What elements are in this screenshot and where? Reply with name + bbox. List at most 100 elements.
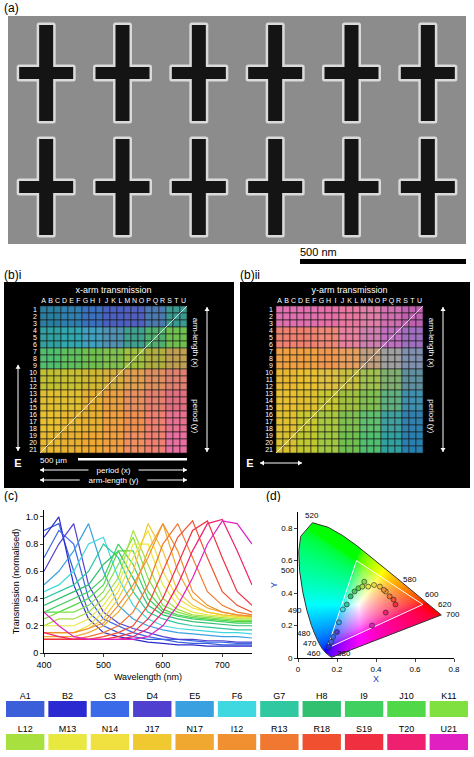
svg-text:C3: C3 — [104, 691, 116, 701]
svg-text:20: 20 — [265, 439, 273, 446]
svg-text:7: 7 — [269, 348, 273, 355]
svg-text:0.6: 0.6 — [409, 665, 421, 674]
svg-text:M: M — [125, 297, 131, 304]
svg-text:17: 17 — [29, 418, 37, 425]
svg-text:L: L — [355, 297, 359, 304]
svg-text:C: C — [291, 297, 296, 304]
svg-text:D: D — [62, 297, 67, 304]
svg-text:U21: U21 — [441, 724, 458, 734]
svg-text:1: 1 — [33, 306, 37, 313]
svg-text:R13: R13 — [271, 724, 288, 734]
svg-text:R18: R18 — [313, 724, 330, 734]
svg-text:N17: N17 — [186, 724, 203, 734]
svg-text:H8: H8 — [316, 691, 328, 701]
svg-text:13: 13 — [265, 390, 273, 397]
svg-text:5: 5 — [33, 334, 37, 341]
svg-text:8: 8 — [269, 355, 273, 362]
svg-text:7: 7 — [33, 348, 37, 355]
svg-text:8: 8 — [33, 355, 37, 362]
svg-text:B2: B2 — [62, 691, 73, 701]
svg-text:520: 520 — [305, 511, 319, 520]
svg-text:0.6: 0.6 — [26, 566, 39, 576]
svg-text:Transmission (normalised): Transmission (normalised) — [11, 529, 21, 635]
svg-text:D: D — [298, 297, 303, 304]
svg-text:11: 11 — [30, 376, 37, 383]
svg-text:0: 0 — [288, 654, 293, 663]
svg-text:0.4: 0.4 — [281, 589, 293, 598]
svg-text:R: R — [396, 297, 401, 304]
svg-text:S19: S19 — [356, 724, 372, 734]
svg-text:700: 700 — [215, 660, 230, 670]
svg-text:14: 14 — [265, 397, 273, 404]
svg-text:0.2: 0.2 — [26, 621, 39, 631]
svg-text:S: S — [403, 297, 408, 304]
svg-text:10: 10 — [29, 369, 37, 376]
svg-text:M: M — [361, 297, 367, 304]
svg-text:(c): (c) — [4, 489, 18, 502]
svg-text:arm-length (x): arm-length (x) — [427, 318, 436, 368]
svg-text:1.0: 1.0 — [26, 512, 39, 522]
svg-text:N: N — [368, 297, 373, 304]
svg-text:400: 400 — [36, 660, 51, 670]
svg-text:J: J — [341, 297, 345, 304]
svg-text:P: P — [146, 297, 151, 304]
svg-text:K: K — [347, 297, 352, 304]
svg-text:F: F — [312, 297, 316, 304]
svg-text:G: G — [319, 297, 324, 304]
svg-text:period (y): period (y) — [427, 399, 436, 433]
svg-text:U: U — [417, 297, 422, 304]
svg-text:5: 5 — [269, 334, 273, 341]
svg-text:x-arm transmission: x-arm transmission — [75, 285, 151, 295]
svg-text:500 µm: 500 µm — [40, 456, 67, 465]
svg-text:580: 580 — [403, 575, 417, 584]
svg-text:D4: D4 — [147, 691, 159, 701]
svg-text:0.2: 0.2 — [281, 621, 293, 630]
svg-text:Q: Q — [389, 297, 395, 305]
svg-text:19: 19 — [29, 432, 37, 439]
svg-text:0.2: 0.2 — [331, 665, 343, 674]
svg-text:U: U — [181, 297, 186, 304]
svg-text:17: 17 — [265, 418, 273, 425]
svg-text:Wavelength (nm): Wavelength (nm) — [114, 672, 182, 682]
svg-text:T: T — [410, 297, 415, 304]
svg-text:G7: G7 — [273, 691, 285, 701]
svg-text:380: 380 — [337, 649, 351, 658]
svg-text:500: 500 — [281, 566, 295, 575]
svg-text:F6: F6 — [232, 691, 243, 701]
svg-text:0.8: 0.8 — [281, 524, 293, 533]
svg-text:F: F — [76, 297, 80, 304]
svg-text:A: A — [277, 297, 282, 304]
svg-text:620: 620 — [438, 600, 452, 609]
svg-text:K11: K11 — [441, 691, 456, 701]
svg-text:I: I — [99, 297, 101, 304]
svg-text:0.4: 0.4 — [370, 665, 382, 674]
svg-text:15: 15 — [265, 404, 273, 411]
svg-text:H: H — [326, 297, 331, 304]
svg-text:B: B — [48, 297, 53, 304]
svg-text:(b)ii: (b)ii — [240, 268, 260, 282]
svg-text:11: 11 — [266, 376, 273, 383]
svg-text:600: 600 — [425, 590, 439, 599]
svg-text:B: B — [284, 297, 289, 304]
svg-text:16: 16 — [29, 411, 37, 418]
svg-text:4: 4 — [269, 327, 273, 334]
svg-text:0.4: 0.4 — [26, 594, 39, 604]
svg-text:P: P — [382, 297, 387, 304]
svg-text:M13: M13 — [59, 724, 77, 734]
svg-text:20: 20 — [29, 439, 37, 446]
svg-text:I: I — [335, 297, 337, 304]
svg-text:Q: Q — [153, 297, 159, 305]
svg-text:500: 500 — [96, 660, 111, 670]
svg-text:Y: Y — [269, 582, 279, 588]
svg-text:I12: I12 — [231, 724, 244, 734]
svg-text:460: 460 — [307, 649, 321, 658]
svg-text:J17: J17 — [145, 724, 160, 734]
svg-text:0.8: 0.8 — [448, 665, 460, 674]
svg-text:12: 12 — [29, 383, 37, 390]
svg-text:A: A — [41, 297, 46, 304]
svg-text:0.6: 0.6 — [281, 556, 293, 565]
svg-text:N14: N14 — [102, 724, 119, 734]
svg-text:I9: I9 — [360, 691, 368, 701]
svg-text:0: 0 — [33, 648, 38, 658]
svg-text:4: 4 — [33, 327, 37, 334]
